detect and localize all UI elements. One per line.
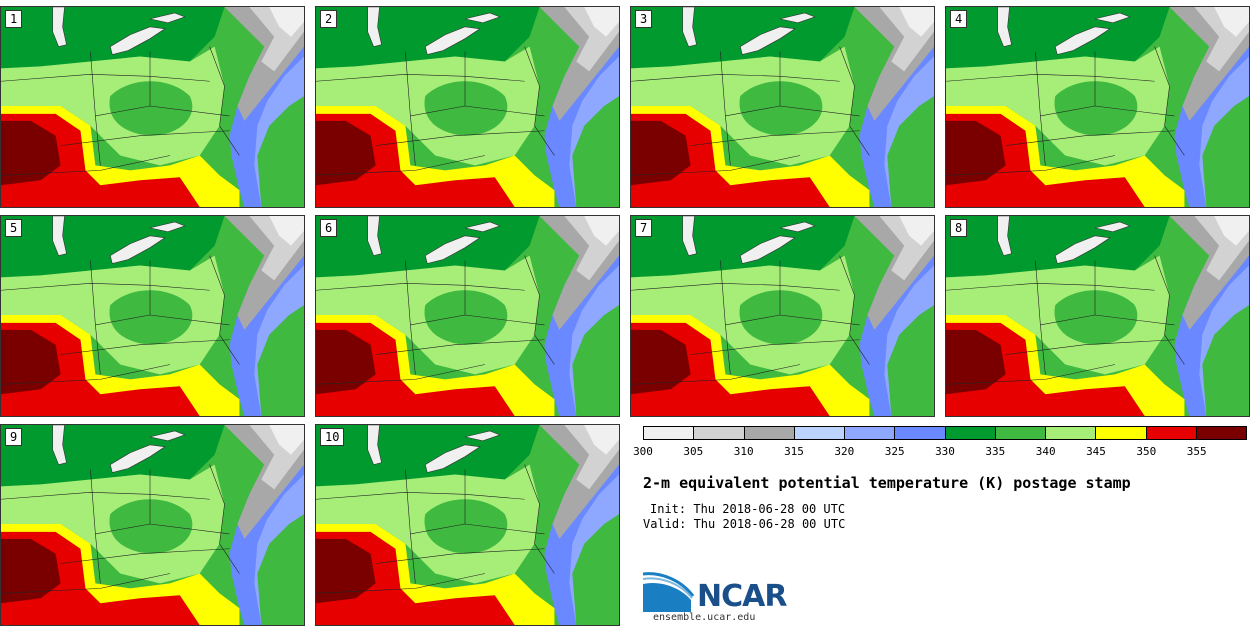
colorbar-tick: 330 [935, 445, 955, 458]
colorbar-segment [1046, 427, 1097, 439]
theta-e-map [946, 7, 1249, 207]
theta-e-map [631, 7, 934, 207]
ensemble-member-panel-9: 9 [0, 424, 305, 626]
ensemble-member-panel-6: 6 [315, 215, 620, 417]
theta-e-map [1, 7, 304, 207]
colorbar-tick: 345 [1086, 445, 1106, 458]
member-number-label: 10 [320, 428, 345, 446]
colorbar-segment [1096, 427, 1147, 439]
colorbar [643, 426, 1247, 440]
ensemble-member-panel-5: 5 [0, 215, 305, 417]
colorbar-segment [1196, 427, 1246, 439]
theta-e-map [631, 216, 934, 416]
colorbar-segment [744, 427, 795, 439]
member-number-label: 8 [950, 219, 968, 237]
figure-title: 2-m equivalent potential temperature (K)… [643, 474, 1131, 492]
member-number-label: 6 [320, 219, 338, 237]
ensemble-url: ensemble.ucar.edu [653, 612, 756, 623]
colorbar-tick: 335 [985, 445, 1006, 458]
colorbar-tick: 310 [733, 445, 754, 458]
init-time: Init: Thu 2018-06-28 00 UTC [650, 502, 846, 516]
theta-e-map [316, 7, 619, 207]
colorbar-segment [845, 427, 896, 439]
theta-e-map [1, 216, 304, 416]
theta-e-map [1, 425, 304, 625]
theta-e-map [316, 425, 619, 625]
colorbar-tick: 305 [683, 445, 704, 458]
member-number-label: 1 [5, 10, 23, 28]
theta-e-map [946, 216, 1249, 416]
colorbar-segment [694, 427, 745, 439]
colorbar-tick: 300 [633, 445, 653, 458]
member-number-label: 2 [320, 10, 338, 28]
colorbar-segment [1146, 427, 1197, 439]
theta-e-map [316, 216, 619, 416]
member-number-label: 4 [950, 10, 968, 28]
colorbar-tick: 340 [1035, 445, 1056, 458]
member-number-label: 3 [635, 10, 653, 28]
colorbar-tick: 315 [784, 445, 804, 458]
member-number-label: 9 [5, 428, 23, 446]
colorbar-segment [644, 427, 695, 439]
colorbar-segment [895, 427, 946, 439]
colorbar-tick-labels: 300 305 310 315 320 325 330 335 340 345 350 355 [633, 445, 1247, 459]
ensemble-member-panel-2: 2 [315, 6, 620, 208]
colorbar-segment [995, 427, 1046, 439]
ensemble-member-panel-1: 1 [0, 6, 305, 208]
ensemble-member-panel-10: 10 [315, 424, 620, 626]
ncar-logo-icon [643, 572, 695, 612]
member-number-label: 7 [635, 219, 653, 237]
valid-time: Valid: Thu 2018-06-28 00 UTC [643, 517, 846, 531]
ensemble-member-panel-4: 4 [945, 6, 1250, 208]
colorbar-tick: 355 [1186, 445, 1207, 458]
ensemble-member-panel-7: 7 [630, 215, 935, 417]
member-number-label: 5 [5, 219, 23, 237]
colorbar-segment [794, 427, 845, 439]
ensemble-member-panel-8: 8 [945, 215, 1250, 417]
ensemble-member-panel-3: 3 [630, 6, 935, 208]
colorbar-tick: 320 [834, 445, 855, 458]
ncar-logo-text: NCAR [697, 579, 787, 614]
colorbar-segment [945, 427, 996, 439]
colorbar-tick: 350 [1136, 445, 1157, 458]
colorbar-tick: 325 [884, 445, 905, 458]
